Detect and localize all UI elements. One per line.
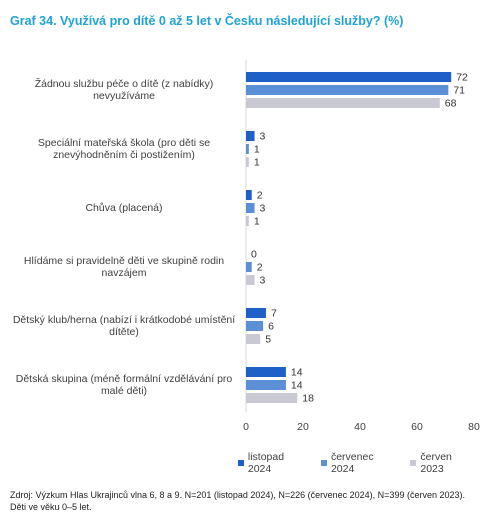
- legend-label: červen 2023: [420, 451, 452, 475]
- category-label: Chůva (placená): [85, 202, 163, 214]
- bar-listopad-2024: [246, 72, 452, 82]
- bar-červenec-2024: [246, 321, 264, 331]
- category-label: Dětský klub/herna (nabízí i krátkodobé u…: [12, 314, 236, 338]
- bar-červenec-2024: [246, 85, 449, 95]
- bar-červen-2023: [246, 334, 261, 344]
- bar-červenec-2024: [246, 262, 252, 272]
- data-label: 68: [445, 98, 457, 110]
- bar-červen-2023: [246, 157, 249, 167]
- legend-swatch: [238, 460, 244, 466]
- category-label: Dětská skupina (méně formální vzdělávání…: [15, 373, 233, 397]
- bar-červenec-2024: [246, 380, 286, 390]
- data-label: 3: [260, 131, 266, 143]
- bar-červenec-2024: [246, 203, 255, 213]
- data-label: 72: [456, 72, 468, 84]
- legend-label: listopad 2024: [247, 451, 285, 475]
- legend-item: červenec 2024: [321, 451, 398, 475]
- legend-label: červenec 2024: [330, 451, 374, 475]
- data-label: 7: [271, 308, 277, 320]
- x-tick-label: 80: [468, 421, 480, 433]
- category-label: Speciální mateřská škola (pro děti se zn…: [37, 137, 211, 161]
- data-label: 3: [260, 275, 266, 287]
- category-label: Hlídáme si pravidelně děti ve skupině ro…: [23, 255, 225, 279]
- chart-title: Graf 34. Využívá pro dítě 0 až 5 let v Č…: [10, 14, 404, 28]
- x-tick-label: 20: [297, 421, 309, 433]
- bar-červenec-2024: [246, 144, 249, 154]
- chart-legend: listopad 2024 červenec 2024 červen 2023: [238, 451, 489, 475]
- legend-item: červen 2023: [410, 451, 477, 475]
- x-tick-label: 60: [411, 421, 423, 433]
- data-label: 71: [453, 85, 465, 97]
- data-label: 1: [254, 157, 260, 169]
- data-label: 6: [268, 321, 274, 333]
- bar-listopad-2024: [246, 308, 266, 318]
- bar-listopad-2024: [246, 190, 252, 200]
- data-label: 5: [265, 334, 271, 346]
- x-tick-label: 40: [354, 421, 366, 433]
- legend-item: listopad 2024: [238, 451, 309, 475]
- bar-červen-2023: [246, 275, 255, 285]
- category-label: Žádnou službu péče o dítě (z nabídky) ne…: [34, 78, 214, 102]
- bar-listopad-2024: [246, 131, 255, 141]
- bar-červen-2023: [246, 216, 249, 226]
- source-note: Zdroj: Výzkum Hlas Ukrajinců vlna 6, 8 a…: [10, 490, 465, 512]
- data-label: 1: [254, 144, 260, 156]
- data-label: 2: [257, 190, 263, 202]
- legend-swatch: [321, 460, 327, 466]
- data-label: 14: [291, 367, 303, 379]
- bar-červen-2023: [246, 393, 298, 403]
- data-label: 0: [251, 249, 257, 261]
- x-tick-label: 0: [243, 421, 249, 433]
- legend-swatch: [410, 460, 417, 466]
- bar-listopad-2024: [246, 367, 286, 377]
- data-label: 14: [291, 380, 303, 392]
- data-label: 18: [302, 393, 314, 405]
- data-label: 1: [254, 216, 260, 228]
- bar-červen-2023: [246, 98, 440, 108]
- data-label: 2: [257, 262, 263, 274]
- data-label: 3: [260, 203, 266, 215]
